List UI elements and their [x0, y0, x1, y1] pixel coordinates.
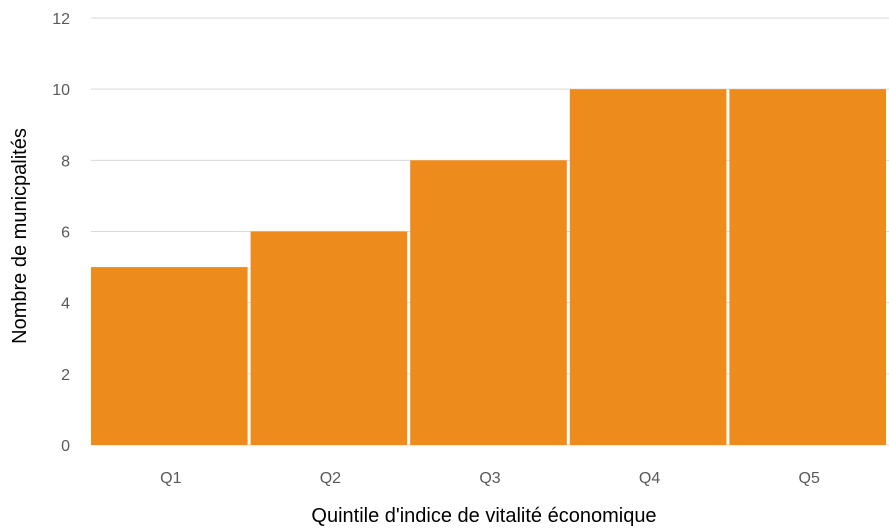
y-tick-label: 2: [61, 367, 70, 384]
bar-q1: [91, 267, 248, 445]
y-tick-label: 12: [52, 11, 70, 28]
x-axis-title: Quintile d'indice de vitalité économique: [311, 505, 656, 527]
y-tick-label: 8: [61, 153, 70, 170]
y-tick-label: 10: [52, 82, 70, 99]
y-tick-label: 6: [61, 225, 70, 242]
bar-q4: [569, 89, 727, 446]
y-axis-title: Nombre de municpalités: [9, 128, 31, 344]
y-tick-label: 4: [61, 296, 70, 313]
x-axis-ticks: Q1 Q2 Q3 Q4 Q5: [160, 470, 820, 487]
bar-q2: [250, 231, 408, 445]
x-tick-label: Q3: [479, 470, 500, 487]
bar-q5: [729, 89, 886, 446]
y-tick-label: 0: [61, 438, 70, 455]
bars: [91, 89, 886, 446]
x-tick-label: Q4: [639, 470, 660, 487]
y-axis-ticks: 0 2 4 6 8 10 12: [52, 11, 70, 455]
x-tick-label: Q1: [160, 470, 181, 487]
x-tick-label: Q2: [320, 470, 341, 487]
bar-q3: [410, 160, 567, 446]
x-tick-label: Q5: [799, 470, 820, 487]
